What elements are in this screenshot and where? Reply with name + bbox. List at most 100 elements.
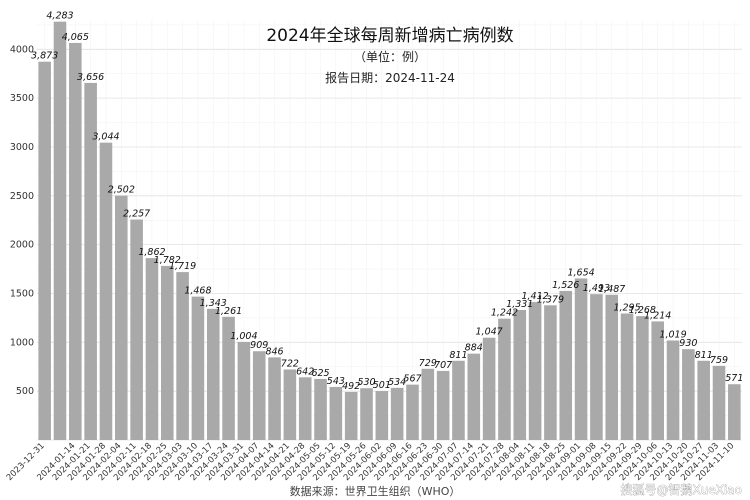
bars [38, 21, 741, 441]
data-label: 1,214 [644, 310, 671, 321]
chart-subtitle: （单位：例） [354, 49, 426, 64]
bar [528, 302, 542, 440]
bar [636, 316, 649, 440]
bar [69, 42, 82, 440]
bar [605, 294, 619, 440]
data-label: 3,873 [31, 51, 58, 62]
data-label: 1,487 [598, 284, 625, 295]
bar [176, 272, 189, 440]
bar [436, 370, 450, 440]
bar [283, 369, 297, 440]
data-label: 811 [695, 350, 713, 361]
bar [237, 341, 251, 440]
bar [697, 360, 710, 440]
bar [115, 195, 128, 440]
bar [344, 391, 358, 440]
data-labels: 3,873 4,283 4,065 3,656 3,044 2,502 2,257 1,862… [31, 11, 743, 392]
bar [130, 219, 143, 440]
bar [498, 318, 511, 440]
data-label: 759 [710, 355, 728, 366]
data-label: 1,526 [552, 280, 579, 291]
data-label: 543 [327, 376, 345, 387]
bar [53, 21, 67, 441]
data-label: 3,656 [77, 72, 104, 83]
data-label: 884 [465, 343, 483, 354]
data-label: 707 [434, 360, 452, 371]
bar [160, 265, 174, 440]
data-label: 1,493 [583, 283, 610, 294]
bar [574, 278, 588, 440]
bar [651, 321, 664, 440]
bar [252, 351, 266, 440]
bar [559, 290, 573, 440]
y-tick-label: 2000 [10, 240, 34, 251]
data-label: 1,331 [506, 299, 533, 310]
bar [268, 357, 281, 440]
data-label: 530 [357, 377, 375, 388]
bar [482, 337, 496, 440]
bar [145, 258, 159, 440]
data-label: 846 [265, 346, 283, 357]
data-label: 2,257 [123, 209, 150, 220]
y-tick-label: 4000 [10, 44, 34, 55]
data-label: 4,283 [46, 11, 73, 22]
data-label: 811 [449, 350, 467, 361]
data-label: 492 [342, 381, 360, 392]
data-label: 1,654 [567, 267, 594, 278]
data-label: 1,268 [629, 305, 656, 316]
data-label: 729 [419, 358, 437, 369]
bar [544, 305, 557, 440]
data-label: 1,468 [184, 286, 211, 297]
bar [360, 388, 373, 440]
bar [375, 391, 389, 440]
bar [620, 313, 634, 440]
bar [38, 61, 51, 441]
data-label: 2,502 [108, 185, 135, 196]
y-axis-ticks: 500 1000 1500 2000 2500 3000 3500 4000 [10, 44, 34, 397]
data-label: 4,065 [62, 32, 89, 43]
data-label: 1,719 [169, 261, 196, 272]
bar [298, 377, 312, 440]
data-label: 1,019 [659, 329, 686, 340]
bar [390, 387, 404, 440]
data-label: 909 [250, 340, 268, 351]
data-label: 501 [373, 380, 391, 391]
chart-title: 2024年全球每周新增病亡病例数 [266, 26, 513, 46]
bar [712, 365, 726, 440]
data-label: 722 [281, 358, 299, 369]
bar [452, 360, 465, 440]
data-label: 1,379 [537, 294, 564, 305]
bar [206, 308, 220, 440]
y-tick-label: 1500 [10, 288, 34, 299]
bar [314, 378, 327, 440]
data-label: 534 [388, 377, 406, 388]
bar [191, 296, 205, 440]
data-label: 930 [679, 338, 697, 349]
data-label: 1,343 [200, 298, 227, 309]
data-label: 3,044 [92, 132, 119, 143]
data-label: 1,782 [154, 255, 181, 266]
data-label: 1,242 [491, 308, 518, 319]
bar [99, 142, 113, 440]
data-label: 1,862 [138, 247, 165, 258]
source-caption: 数据来源：世界卫生组织（WHO） [290, 484, 461, 498]
bar [666, 340, 680, 440]
bar [421, 368, 435, 440]
y-tick-label: 3500 [10, 93, 34, 104]
report-date: 报告日期：2024-11-24 [325, 70, 455, 85]
bar [467, 353, 481, 440]
bar [728, 384, 741, 440]
data-label: 1,412 [521, 291, 548, 302]
data-label: 642 [296, 366, 314, 377]
bar [222, 316, 235, 440]
data-label: 571 [725, 373, 743, 384]
watermark-text: 搜狐号@智鹅XueXiao [621, 482, 742, 497]
y-tick-label: 3000 [10, 142, 34, 153]
bar [329, 386, 343, 440]
data-label: 567 [403, 374, 421, 385]
data-label: 1,047 [476, 327, 503, 338]
x-axis-ticks: 2023-12-312024-01-142024-01-212024-01-28… [5, 441, 737, 483]
bar [84, 82, 97, 440]
data-label: 1,004 [230, 331, 257, 342]
data-label: 625 [311, 368, 329, 379]
